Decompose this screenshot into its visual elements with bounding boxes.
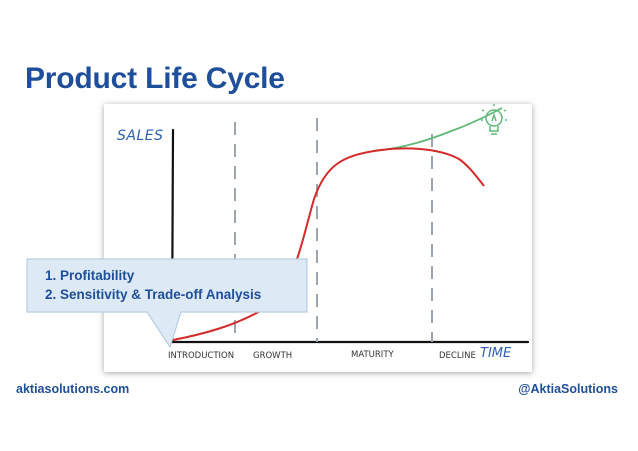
footer-website: aktiasolutions.com xyxy=(16,382,130,396)
x-axis-label: TIME xyxy=(480,346,512,361)
callout-list: 1. Profitability 2. Sensitivity & Trade-… xyxy=(45,266,261,304)
callout-item-sensitivity: 2. Sensitivity & Trade-off Analysis xyxy=(45,287,262,302)
life-cycle-curve xyxy=(172,147,485,341)
lightbulb-icon xyxy=(481,104,507,135)
stage-label-maturity: MATURITY xyxy=(351,350,395,360)
callout-bubble xyxy=(26,258,308,349)
innovation-curve xyxy=(373,107,503,152)
slide-title: Product Life Cycle xyxy=(25,62,285,95)
stage-label-decline: DECLINE xyxy=(439,351,476,361)
y-axis-label: SALES xyxy=(117,128,164,144)
footer-twitter-handle: @AktiaSolutions xyxy=(518,382,618,396)
stage-label-growth: GROWTH xyxy=(253,351,292,361)
stage-label-introduction: INTRODUCTION xyxy=(168,351,234,361)
callout-item-profitability: 1. Profitability xyxy=(45,268,135,283)
